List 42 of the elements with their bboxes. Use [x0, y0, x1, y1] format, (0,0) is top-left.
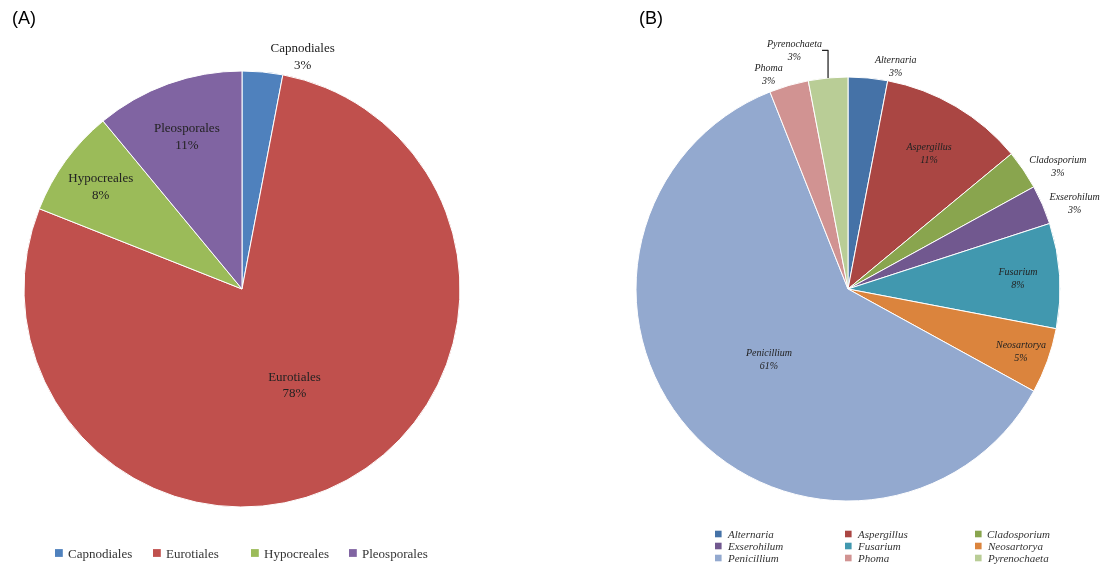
- legend-label: Alternaria: [727, 528, 775, 540]
- legend-label: Hypocreales: [264, 546, 329, 561]
- legend-label: Neosartorya: [987, 540, 1044, 552]
- chart-title: (B): [639, 8, 663, 28]
- data-label: 3%: [293, 57, 312, 73]
- slice-label: Aspergillus: [905, 140, 952, 152]
- slice-label: Cladosporium: [1029, 154, 1087, 166]
- legend-label: Capnodiales: [68, 546, 133, 561]
- slice-label: Pleosporales: [153, 119, 220, 135]
- legend-label: Exserohilum: [727, 540, 784, 552]
- data-label: 3%: [1066, 203, 1082, 215]
- slice-label: Penicillium: [744, 347, 793, 359]
- slice-label: Hypocreales: [68, 170, 134, 186]
- pie-slice: [23, 74, 461, 508]
- slice-label: Fusarium: [997, 266, 1038, 278]
- data-label: 8%: [1011, 279, 1025, 291]
- data-label: 5%: [1014, 352, 1028, 364]
- legend-label: Pleosporales: [362, 546, 428, 561]
- legend-label: Pyrenochaeta: [987, 552, 1050, 564]
- data-label: 3%: [761, 75, 776, 87]
- data-label: 3%: [786, 51, 802, 63]
- slice-label: Exserohilum: [1048, 190, 1100, 202]
- data-label: 11%: [920, 153, 938, 165]
- legend-label: Eurotiales: [166, 546, 219, 561]
- legend-label: Fusarium: [857, 540, 901, 552]
- data-label: 11%: [175, 136, 199, 152]
- data-label: 61%: [759, 360, 779, 372]
- data-label: 3%: [1050, 167, 1065, 179]
- slice-label: Neosartorya: [994, 339, 1046, 351]
- slice-label: Pyrenochaeta: [765, 38, 823, 50]
- slice-label: Eurotiales: [268, 368, 321, 384]
- data-label: 3%: [888, 67, 903, 79]
- legend-label: Penicillium: [727, 552, 779, 564]
- slice-label: Alternaria: [873, 54, 917, 66]
- data-label: 8%: [92, 187, 110, 203]
- chart-title: (A): [12, 8, 36, 28]
- legend-label: Cladosporium: [987, 528, 1051, 540]
- slice-label: Capnodiales: [270, 40, 335, 56]
- slice-label: Phoma: [753, 62, 783, 74]
- legend-label: Aspergillus: [857, 528, 908, 540]
- data-label: 78%: [282, 385, 307, 401]
- legend-label: Phoma: [857, 552, 890, 564]
